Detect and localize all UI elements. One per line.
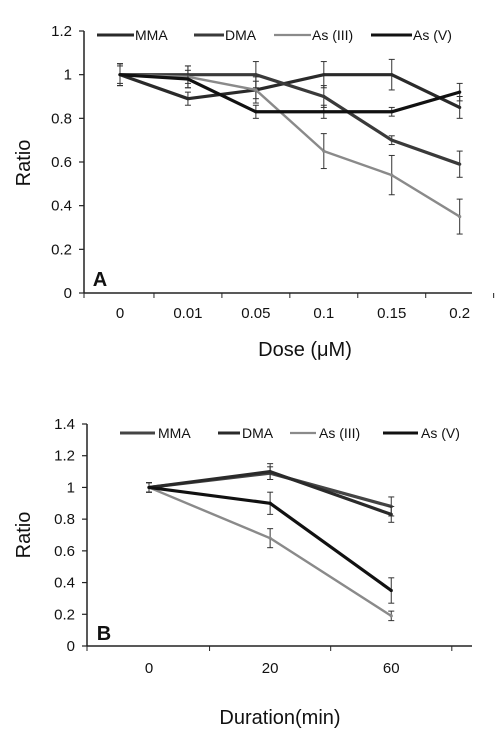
panel-label: B bbox=[97, 623, 111, 645]
x-tick-label: 0.2 bbox=[449, 305, 470, 322]
series-line bbox=[119, 73, 461, 218]
x-axis-label: Duration(min) bbox=[219, 707, 340, 729]
y-axis-label: Ratio bbox=[13, 512, 35, 559]
y-tick-label: 1.4 bbox=[54, 416, 75, 433]
data-point bbox=[186, 77, 190, 81]
y-tick-label: 1 bbox=[64, 67, 72, 84]
x-tick-label: 0 bbox=[145, 660, 153, 677]
y-tick-label: 0.8 bbox=[54, 511, 75, 528]
panel-b-chart: 0 0.2 0.4 0.6 0.8 1 1.2 1.4 0 20 60 Duration(min) Ra… bbox=[13, 416, 472, 729]
series-line bbox=[119, 73, 461, 109]
data-point bbox=[186, 97, 190, 101]
x-tick-label: 20 bbox=[262, 660, 279, 677]
y-tick-label: 1.2 bbox=[54, 448, 75, 465]
legend-label: MMA bbox=[135, 27, 168, 43]
data-point bbox=[389, 614, 393, 618]
x-tick-label: 0.01 bbox=[173, 305, 202, 322]
y-tick-label: 0.6 bbox=[51, 154, 72, 171]
data-point bbox=[390, 173, 394, 177]
data-point bbox=[390, 110, 394, 114]
x-axis-label: Dose (μM) bbox=[258, 339, 352, 361]
data-point bbox=[268, 536, 272, 540]
x-tick-label: 0.15 bbox=[377, 305, 406, 322]
data-point bbox=[458, 162, 462, 166]
y-tick-label: 1 bbox=[67, 479, 75, 496]
x-tick-label: 0 bbox=[116, 305, 124, 322]
data-point bbox=[118, 73, 122, 77]
legend-label: As (III) bbox=[319, 425, 360, 441]
y-tick-label: 0.8 bbox=[51, 110, 72, 127]
legend-label: As (III) bbox=[312, 27, 353, 43]
data-point bbox=[254, 88, 258, 92]
y-axis-label: Ratio bbox=[13, 140, 35, 187]
y-tick-label: 0.4 bbox=[51, 198, 72, 215]
y-tick-label: 0.4 bbox=[54, 575, 75, 592]
series-line bbox=[119, 73, 461, 114]
panel-a-chart: 0 0.2 0.4 0.6 0.8 1 1.2 0 0.01 0.05 0.1 0.15 0.2 Dose… bbox=[13, 23, 495, 361]
data-point bbox=[254, 110, 258, 114]
data-point bbox=[458, 214, 462, 219]
data-point bbox=[322, 110, 326, 114]
legend-label: As (V) bbox=[413, 27, 452, 43]
y-tick-label: 0.6 bbox=[54, 543, 75, 560]
legend-label: DMA bbox=[225, 27, 257, 43]
legend: MMA DMA As (III) As (V) bbox=[97, 27, 452, 43]
series-mma bbox=[117, 58, 463, 119]
y-tick-label: 0 bbox=[67, 638, 75, 655]
series-as-v- bbox=[117, 65, 463, 119]
legend-label: MMA bbox=[158, 425, 191, 441]
data-point bbox=[389, 588, 393, 593]
data-point bbox=[268, 469, 272, 474]
data-point bbox=[389, 512, 393, 516]
series-as-v- bbox=[146, 482, 395, 604]
panel-label: A bbox=[93, 269, 107, 291]
data-point bbox=[390, 73, 394, 77]
data-point bbox=[322, 73, 326, 77]
x-tick-label: 0.1 bbox=[313, 305, 334, 322]
y-tick-label: 0.2 bbox=[51, 241, 72, 258]
data-point bbox=[322, 149, 326, 153]
data-point bbox=[390, 138, 394, 142]
data-point bbox=[458, 90, 462, 94]
y-tick-label: 1.2 bbox=[51, 23, 72, 40]
y-tick-label: 0 bbox=[64, 285, 72, 302]
x-tick-label: 0.05 bbox=[241, 305, 270, 322]
legend-label: As (V) bbox=[421, 425, 460, 441]
data-point bbox=[458, 105, 462, 110]
y-tick-label: 0.2 bbox=[54, 606, 75, 623]
legend-label: DMA bbox=[242, 425, 274, 441]
data-point bbox=[254, 73, 258, 77]
legend: MMA DMA As (III) As (V) bbox=[120, 425, 460, 441]
data-point bbox=[147, 485, 151, 490]
series-as-iii- bbox=[117, 63, 463, 235]
data-point bbox=[322, 94, 326, 99]
x-tick-label: 60 bbox=[383, 660, 400, 677]
series-line bbox=[120, 73, 461, 166]
data-point bbox=[268, 501, 272, 505]
